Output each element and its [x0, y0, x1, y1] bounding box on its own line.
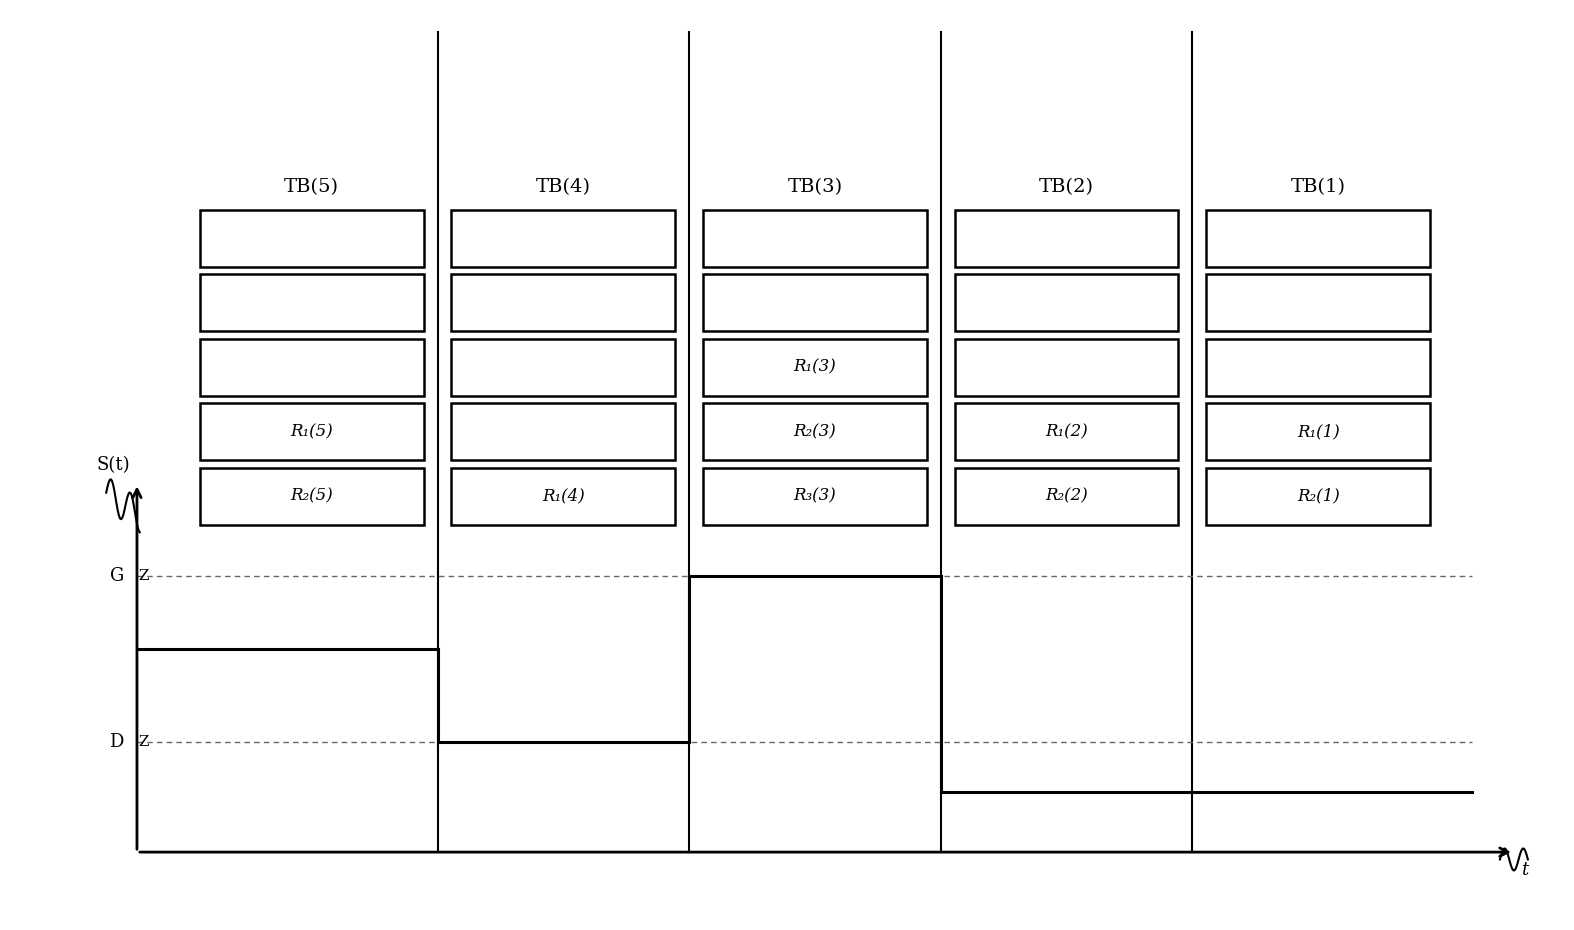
Text: R₂(2): R₂(2)	[1045, 488, 1088, 505]
Text: R₁(3): R₁(3)	[793, 359, 836, 376]
Bar	[955, 468, 1179, 525]
Text: R₂(1): R₂(1)	[1297, 488, 1339, 505]
Bar	[200, 339, 423, 396]
Text: TB(4): TB(4)	[535, 178, 590, 196]
Bar	[200, 209, 423, 267]
Bar	[704, 339, 927, 396]
Bar	[452, 209, 675, 267]
Text: D: D	[110, 733, 131, 751]
Text: R₁(1): R₁(1)	[1297, 423, 1339, 440]
Bar	[452, 404, 675, 460]
Bar	[1206, 209, 1431, 267]
Bar	[704, 274, 927, 331]
Text: t: t	[1520, 861, 1528, 880]
Bar	[1206, 404, 1431, 460]
Text: R₁(4): R₁(4)	[541, 488, 584, 505]
Bar	[955, 274, 1179, 331]
Text: TB(2): TB(2)	[1039, 178, 1094, 196]
Text: R₃(3): R₃(3)	[793, 488, 836, 505]
Text: R₂(5): R₂(5)	[290, 488, 334, 505]
Bar	[452, 468, 675, 525]
Text: R₁(5): R₁(5)	[290, 423, 334, 440]
Text: TB(5): TB(5)	[285, 178, 340, 196]
Text: G: G	[110, 566, 131, 585]
Bar	[200, 404, 423, 460]
Bar	[1206, 274, 1431, 331]
Text: S(t): S(t)	[96, 457, 131, 474]
Bar	[1206, 468, 1431, 525]
Text: Z: Z	[139, 568, 150, 582]
Bar	[452, 274, 675, 331]
Bar	[955, 209, 1179, 267]
Bar	[1206, 339, 1431, 396]
Bar	[704, 404, 927, 460]
Bar	[704, 468, 927, 525]
Text: TB(1): TB(1)	[1291, 178, 1346, 196]
Text: TB(3): TB(3)	[787, 178, 842, 196]
Text: Z: Z	[139, 735, 150, 749]
Text: R₁(2): R₁(2)	[1045, 423, 1088, 440]
Bar	[200, 274, 423, 331]
Bar	[955, 339, 1179, 396]
Bar	[955, 404, 1179, 460]
Bar	[704, 209, 927, 267]
Bar	[452, 339, 675, 396]
Text: R₂(3): R₂(3)	[793, 423, 836, 440]
Bar	[200, 468, 423, 525]
